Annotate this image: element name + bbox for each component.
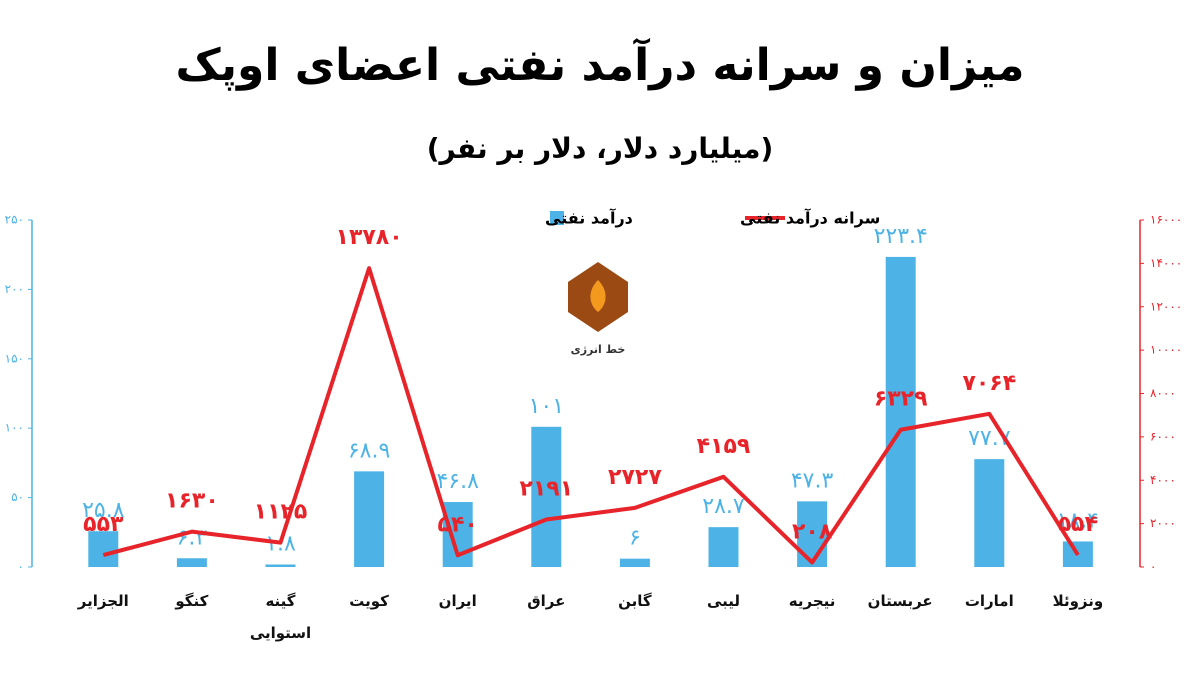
line-value-label: ۶۳۲۹	[874, 387, 928, 412]
y-tick-label: ۱۵۰	[5, 351, 24, 365]
bar	[619, 558, 650, 567]
y2-tick-label: ۸۰۰۰	[1150, 386, 1176, 400]
y2-tick-label: ۶۰۰۰	[1150, 429, 1176, 443]
x-tick-label: کویت	[349, 592, 389, 610]
line-value-label: ۲۰۸	[792, 519, 833, 544]
bar	[797, 501, 828, 567]
bar-value-label: ۶	[629, 526, 641, 551]
logo-text: خط انرژی	[571, 343, 626, 356]
logo: خط انرژی	[568, 262, 628, 356]
y-tick-label: ۱۰۰	[5, 421, 24, 435]
x-tick-label: ایران	[438, 592, 477, 610]
y2-tick-label: ۴۰۰۰	[1150, 473, 1176, 487]
y-tick-label: ۲۰۰	[5, 282, 24, 296]
x-tick-label: ونزوئلا	[1052, 592, 1104, 610]
bar	[708, 527, 739, 567]
x-tick-label: نیجریه	[788, 592, 836, 610]
line-value-label: ۲۷۲۷	[608, 465, 662, 490]
x-tick-label: امارات	[964, 592, 1014, 610]
bar-value-label: ۶۸.۹	[348, 438, 390, 463]
bar	[265, 564, 296, 567]
line-value-label: ۱۱۲۵	[254, 500, 308, 525]
y-tick-label: ۰	[18, 560, 24, 574]
bar	[531, 426, 562, 567]
bar	[974, 459, 1005, 567]
bar-value-label: ۱۰۱	[529, 394, 564, 419]
y-tick-label: ۲۵۰	[5, 213, 24, 227]
legend-label: درآمد نفتی	[545, 208, 633, 228]
x-tick-label: لیبی	[706, 592, 741, 610]
line-value-label: ۲۱۹۱	[519, 476, 573, 501]
legend-label: سرانه درآمد نفتی	[740, 208, 880, 228]
y2-tick-label: ۱۰۰۰۰	[1150, 343, 1182, 357]
y2-tick-label: ۱۴۰۰۰	[1150, 256, 1182, 270]
line-value-label: ۱۶۳۰	[165, 489, 219, 514]
bar-value-label: ۴۶.۸	[436, 469, 479, 494]
y-tick-label: ۵۰	[11, 490, 24, 504]
x-tick-label: عربستان	[867, 592, 933, 610]
line-value-label: ۱۳۷۸۰	[336, 225, 403, 250]
bar-value-label: ۴۷.۳	[791, 468, 834, 493]
bar-value-label: ۲۵.۸	[82, 498, 125, 523]
y2-tick-label: ۲۰۰۰	[1150, 516, 1176, 530]
x-tick-label: کنگو	[175, 592, 209, 610]
x-tick-label: گابن	[618, 592, 652, 610]
bar	[354, 471, 385, 567]
bar	[885, 256, 916, 567]
x-tick-label: گینه استوایی	[249, 592, 312, 642]
logo-flame	[590, 280, 606, 312]
bar	[176, 558, 207, 567]
bar-value-label: ۶.۳	[177, 525, 208, 550]
bar	[88, 531, 119, 567]
chart-subtitle: (میلیارد دلار، دلار بر نفر)	[427, 132, 774, 165]
x-tick-label: الجزایر	[77, 592, 129, 610]
bar-value-label: ۲۸.۷	[702, 494, 745, 519]
line-value-label: ۵۵۴	[1058, 512, 1098, 537]
line-value-label: ۵۴۰	[438, 512, 478, 537]
line-value-label: ۴۱۵۹	[697, 434, 751, 459]
bar-value-label: ۲۲۳.۴	[874, 224, 928, 249]
line-value-label: ۷۰۶۴	[962, 371, 1016, 396]
line	[102, 266, 1080, 565]
line-value-label: ۵۵۳	[83, 512, 124, 537]
y2-tick-label: ۱۲۰۰۰	[1150, 299, 1182, 313]
chart-title: میزان و سرانه درآمد نفتی اعضای اوپک	[175, 37, 1024, 91]
x-tick-label: عراق	[527, 592, 566, 610]
y2-tick-label: ۱۶۰۰۰	[1150, 213, 1182, 227]
legend-swatch	[550, 211, 564, 225]
y2-tick-label: ۰	[1150, 560, 1156, 574]
